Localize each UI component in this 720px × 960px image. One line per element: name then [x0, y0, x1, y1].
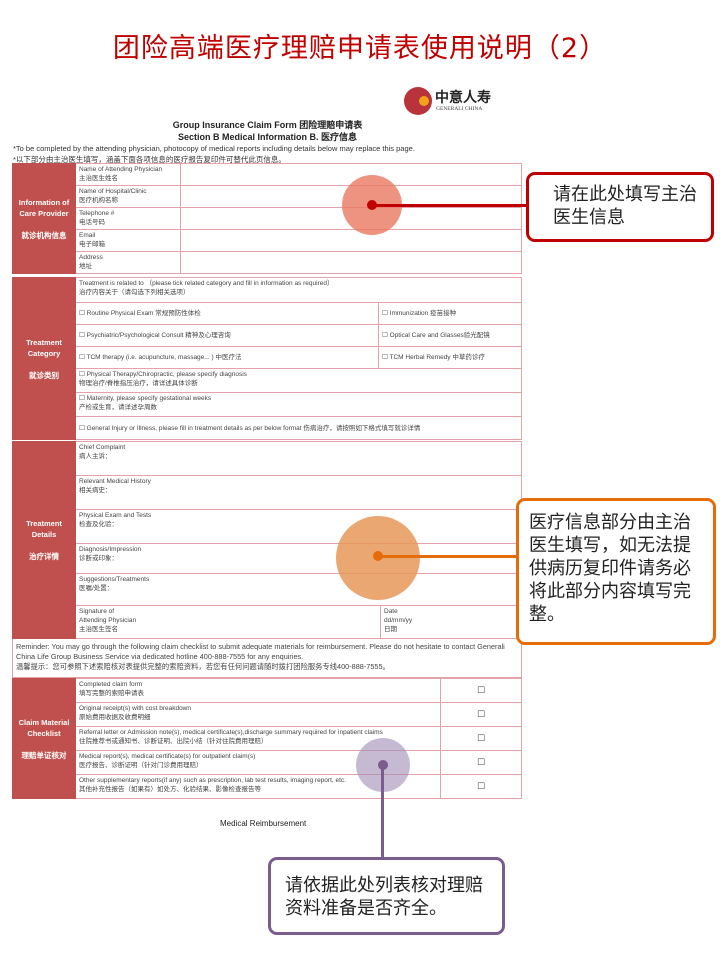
callout-care-provider: 请在此处填写主治医生信息 — [526, 172, 714, 242]
field-label: Name of Attending Physician 主治医生姓名 — [75, 163, 181, 186]
chief-complaint-field[interactable]: Chief Complaint 病人主诉： — [75, 441, 522, 476]
callout-treatment-details: 医疗信息部分由主治医生填写，如无法提供病历复印件请务必将此部分内容填写完整。 — [516, 498, 716, 645]
signature-field[interactable]: Signature of Attending Physician 主治医生签名 — [75, 605, 381, 639]
company-logo: 中意人寿 GENERALI CHINA — [404, 87, 504, 117]
email-field[interactable] — [180, 229, 522, 252]
treatment-intro: Treatment is related to （please tick rel… — [75, 277, 522, 303]
treatment-details-section: Treatment Details 治疗详情 Chief Complaint 病人主… — [12, 441, 522, 678]
checklist-checkbox[interactable]: ☐ — [440, 750, 522, 775]
checklist-item: Completed claim form 填写完整的索赔申请表 — [75, 678, 441, 703]
suggestions-field[interactable]: Suggestions/Treatments 医嘱/处置： — [75, 573, 522, 606]
checklist-header: Claim Material Checklist 理赔单证核对 — [12, 678, 76, 799]
field-label: Email 电子邮箱 — [75, 229, 181, 252]
connector-line — [372, 204, 527, 207]
note-en: *To be completed by the attending physic… — [13, 144, 415, 153]
connector-line — [381, 763, 384, 858]
checkbox-routine-exam[interactable]: ☐ Routine Physical Exam 常规预防性体检 — [75, 302, 379, 325]
checkbox-maternity[interactable]: ☐ Maternity, please specify gestational … — [75, 392, 522, 417]
field-label: Name of Hospital/Clinic 医疗机构名称 — [75, 185, 181, 208]
care-provider-section: Information of Care Provider 就诊机构信息 Name … — [12, 163, 522, 274]
medical-history-field[interactable]: Relevant Medical History 相关病史： — [75, 475, 522, 510]
form-footer: Medical Reimbursement — [220, 819, 307, 828]
checkbox-physical-therapy[interactable]: ☐ Physical Therapy/Chiropractic, please … — [75, 368, 522, 393]
checkbox-general-injury[interactable]: ☐ General Injury or Illness, please fill… — [75, 416, 522, 440]
checklist-checkbox[interactable]: ☐ — [440, 726, 522, 751]
treatment-details-header: Treatment Details 治疗详情 — [12, 441, 76, 639]
treatment-category-header: Treatment Category 就诊类别 — [12, 277, 76, 440]
logo-emblem-icon — [404, 87, 432, 115]
logo-en: GENERALI CHINA — [436, 106, 483, 112]
care-provider-header: Information of Care Provider 就诊机构信息 — [12, 163, 76, 274]
reminder: Reminder: You may go through the followi… — [12, 638, 522, 678]
checkbox-immunization[interactable]: ☐ Immunization 疫苗接种 — [378, 302, 522, 325]
logo-cn: 中意人寿 — [435, 90, 491, 106]
connector-line — [378, 555, 518, 558]
callout-checklist: 请依据此处列表核对理赔资料准备是否齐全。 — [268, 857, 505, 935]
date-field[interactable]: Date dd/mm/yy 日期 — [380, 605, 522, 639]
checklist-item: Original receipt(s) with cost breakdown 原… — [75, 702, 441, 727]
checklist-checkbox[interactable]: ☐ — [440, 702, 522, 727]
checklist-checkbox[interactable]: ☐ — [440, 774, 522, 799]
checklist-checkbox[interactable]: ☐ — [440, 678, 522, 703]
connector-dot — [378, 760, 388, 770]
field-label: Address 地址 — [75, 251, 181, 274]
checkbox-optical[interactable]: ☐ Optical Care and Glasses验光配镜 — [378, 324, 522, 347]
checkbox-tcm-therapy[interactable]: ☐ TCM therapy (i.e. acupuncture, massage… — [75, 346, 379, 369]
diagnosis-field[interactable]: Diagnosis/Impression 诊断或印象： — [75, 543, 522, 574]
address-field[interactable] — [180, 251, 522, 274]
treatment-category-section: Treatment Category 就诊类别 Treatment is rela… — [12, 277, 522, 440]
claim-checklist-section: Claim Material Checklist 理赔单证核对 Completed… — [12, 678, 522, 799]
checkbox-tcm-herbal[interactable]: ☐ TCM Herbal Remedy 中草药诊疗 — [378, 346, 522, 369]
connector-dot — [367, 200, 377, 210]
connector-dot — [373, 551, 383, 561]
exam-tests-field[interactable]: Physical Exam and Tests 检查及化验： — [75, 509, 522, 544]
form-title: Group Insurance Claim Form 团险理赔申请表 — [172, 120, 363, 130]
slide-title: 团险高端医疗理赔申请表使用说明（2） — [112, 33, 608, 64]
field-label: Telephone # 电话号码 — [75, 207, 181, 230]
note-cn: *以下部分由主治医生填写，涵盖下面各项信息的医疗报告复印件可替代此页信息。 — [13, 155, 286, 164]
form-subtitle: Section B Medical Information B. 医疗信息 — [177, 132, 358, 142]
checkbox-psychiatric[interactable]: ☐ Psychiatric/Psychological Consult 精神及心… — [75, 324, 379, 347]
